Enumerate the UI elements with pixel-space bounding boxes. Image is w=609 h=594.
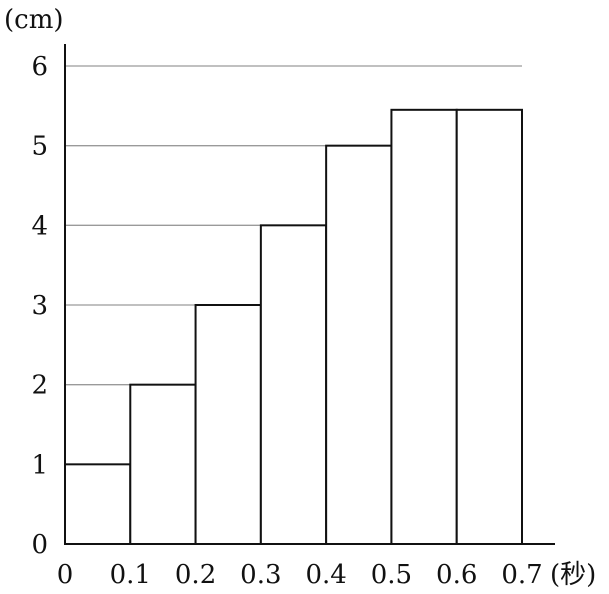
bar-1	[64, 463, 132, 546]
y-tick-label: 5	[31, 132, 48, 162]
x-tick-label: 0.7	[501, 560, 542, 590]
x-tick-label: 0	[57, 560, 74, 590]
y-tick-label: 1	[31, 450, 48, 480]
bar-4	[259, 224, 328, 545]
bars	[64, 108, 524, 546]
x-tick-labels: 0 0.1 0.2 0.3 0.4 0.5 0.6 0.7	[57, 560, 543, 590]
x-tick-label: 0.3	[240, 560, 281, 590]
bar-7	[455, 108, 524, 545]
bar-3	[194, 304, 262, 545]
y-tick-label: 6	[31, 52, 48, 82]
axes	[64, 44, 555, 545]
y-tick-labels: 0 1 2 3 4 5 6	[31, 52, 48, 560]
x-tick-label: 0.2	[175, 560, 216, 590]
y-axis-unit-label: (cm)	[4, 5, 64, 35]
bar-2	[129, 383, 197, 545]
x-tick-label: 0.5	[371, 560, 412, 590]
x-tick-label: 0.4	[305, 560, 346, 590]
y-tick-label: 0	[31, 530, 48, 560]
y-tick-label: 2	[31, 371, 48, 401]
x-tick-label: 0.6	[436, 560, 477, 590]
y-tick-label: 4	[31, 211, 48, 241]
x-axis-unit-label: (秒)	[550, 560, 596, 590]
bar-5	[325, 144, 393, 546]
y-tick-label: 3	[31, 291, 48, 321]
bar-6	[390, 108, 458, 545]
x-tick-label: 0.1	[110, 560, 151, 590]
